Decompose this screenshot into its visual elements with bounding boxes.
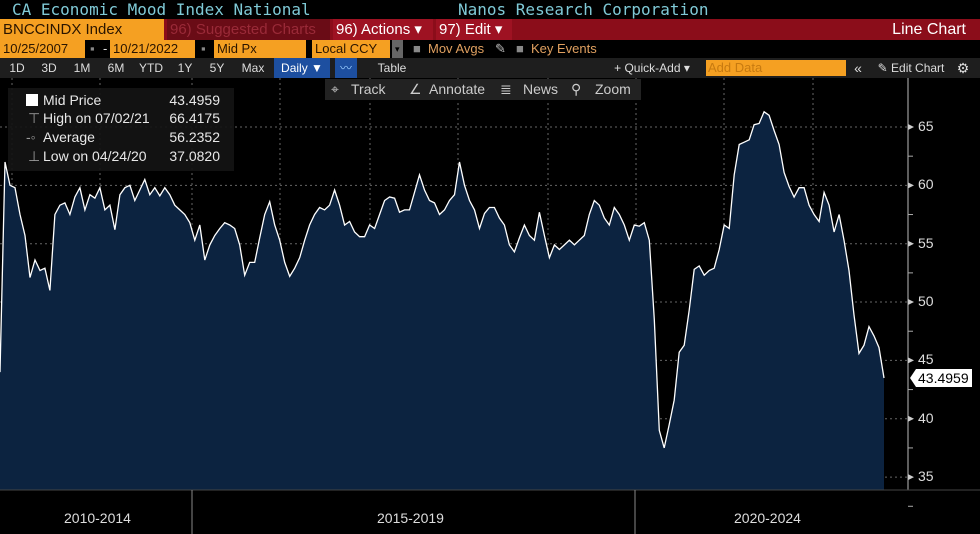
range-max[interactable]: Max: [241, 61, 265, 75]
legend-mid-value: 43.4959: [169, 92, 220, 108]
suggested-charts-button[interactable]: 96) Suggested Charts: [167, 19, 330, 40]
range-1d[interactable]: 1D: [9, 61, 25, 75]
collapse-icon[interactable]: «: [854, 60, 862, 76]
legend-high-label: High on 07/02/21: [43, 110, 150, 126]
y-tick-mark: [908, 124, 914, 130]
y-tick-mark: [908, 474, 914, 481]
legend-mid-label: Mid Price: [43, 92, 102, 108]
y-tick-mark: [908, 415, 914, 422]
key-events-checkbox[interactable]: ■: [516, 41, 524, 56]
x-period-label: 2010-2014: [64, 510, 131, 526]
mov-avgs-label: Mov Avgs: [428, 41, 485, 56]
average-marker-icon: -◦: [26, 129, 36, 145]
y-tick-label: 60: [918, 176, 934, 193]
range-toolbar: 1D 3D 1M 6M YTD 1Y 5Y Max Daily ▼ 〰 Tabl…: [0, 58, 980, 78]
x-period-label: 2015-2019: [377, 510, 444, 526]
key-events-label: Key Events: [531, 41, 597, 56]
end-date-input[interactable]: 10/21/2022: [110, 40, 195, 58]
field-select[interactable]: Mid Px: [214, 40, 306, 58]
edit-menu[interactable]: 97) Edit ▾: [436, 19, 512, 40]
legend: Mid Price 43.4959 ⊤ High on 07/02/21 66.417…: [8, 88, 234, 171]
add-data-input[interactable]: Add Data: [706, 60, 846, 76]
area-fill: [0, 111, 884, 491]
date-dash: -: [103, 41, 108, 56]
legend-low-label: Low on 04/24/20: [43, 148, 147, 164]
y-tick-label: 35: [918, 468, 934, 485]
crosshair-icon[interactable]: ⌖: [331, 81, 339, 97]
mov-avgs-checkbox[interactable]: ■: [413, 41, 421, 56]
command-bar: BNCCINDX Index 96) Suggested Charts 96) …: [0, 19, 980, 40]
params-bar: 10/25/2007 ▪ - 10/21/2022 ▪ Mid Px Local…: [0, 40, 980, 58]
range-ytd[interactable]: YTD: [139, 61, 163, 75]
quick-add-button[interactable]: + Quick-Add ▾: [614, 61, 690, 75]
annotate-icon[interactable]: ∠: [409, 81, 422, 97]
legend-high-value: 66.4175: [169, 110, 220, 126]
last-value-marker: [910, 368, 972, 387]
y-tick-label: 50: [918, 293, 934, 310]
annotate-button[interactable]: Annotate: [429, 81, 486, 97]
y-tick-label: 55: [918, 234, 934, 251]
gear-icon[interactable]: ⚙: [956, 60, 970, 76]
range-1m[interactable]: 1M: [73, 61, 91, 75]
pencil-icon[interactable]: ✎: [495, 41, 506, 56]
calendar-icon[interactable]: ▪: [90, 41, 95, 56]
period-select[interactable]: Daily ▼: [274, 58, 330, 78]
news-icon[interactable]: ≣: [500, 81, 512, 97]
source-name: Nanos Research Corporation: [458, 0, 709, 19]
y-tick-label: 45: [918, 351, 934, 368]
x-period-label: 2020-2024: [734, 510, 801, 526]
ticker-input[interactable]: BNCCINDX Index: [0, 19, 164, 40]
range-1y[interactable]: 1Y: [177, 61, 193, 75]
currency-select[interactable]: Local CCY: [312, 40, 390, 58]
y-tick-mark: [908, 299, 914, 306]
y-tick-label: 65: [918, 118, 934, 134]
line-chart-icon[interactable]: 〰: [335, 58, 357, 78]
y-tick-mark: [908, 240, 914, 247]
news-button[interactable]: News: [523, 81, 559, 97]
edit-chart-button[interactable]: ✎ Edit Chart: [877, 61, 945, 75]
chart-type-label: Line Chart: [892, 21, 966, 38]
chevron-down-icon[interactable]: ▾: [392, 40, 403, 58]
calendar-icon[interactable]: ▪: [201, 41, 206, 56]
zoom-icon[interactable]: ⚲: [571, 81, 582, 97]
low-marker-icon: ⊥: [28, 148, 41, 164]
zoom-button[interactable]: Zoom: [595, 81, 631, 97]
range-5y[interactable]: 5Y: [209, 61, 225, 75]
legend-avg-value: 56.2352: [169, 129, 220, 145]
range-6m[interactable]: 6M: [107, 61, 125, 75]
chart-tools: ⌖ Track ∠ Annotate ≣ News ⚲ Zoom: [325, 79, 641, 100]
y-tick-mark: [908, 357, 914, 364]
y-tick-label: 40: [918, 409, 934, 426]
table-button[interactable]: Table: [377, 61, 407, 75]
actions-menu[interactable]: 96) Actions ▾: [333, 19, 433, 40]
start-date-input[interactable]: 10/25/2007: [0, 40, 85, 58]
high-marker-icon: ⊤: [28, 110, 41, 126]
last-value-label: 43.4959: [918, 369, 969, 386]
y-tick-mark: [908, 182, 914, 189]
range-3d[interactable]: 3D: [41, 61, 57, 75]
chart-title: CA Economic Mood Index National: [12, 0, 311, 19]
track-button[interactable]: Track: [351, 81, 386, 97]
line-chart[interactable]: [0, 78, 980, 534]
legend-avg-label: Average: [43, 129, 95, 145]
series-swatch: [26, 94, 38, 106]
price-line: [0, 110, 885, 449]
legend-low-value: 37.0820: [169, 148, 220, 164]
